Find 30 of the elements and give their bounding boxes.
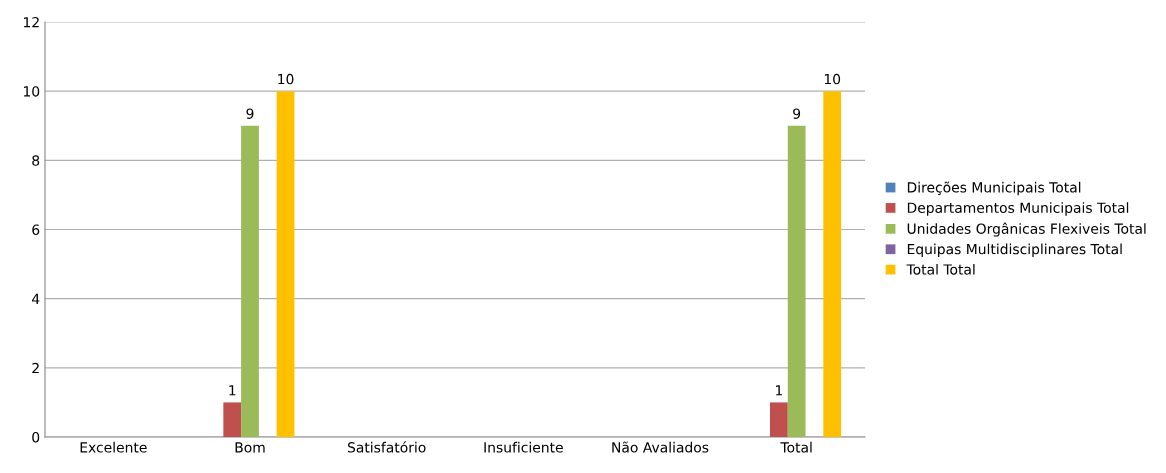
bar [223,402,242,437]
data-label: 10 [824,73,841,85]
y-tick-label: 10 [23,86,40,97]
x-tick-label: Total [780,441,812,453]
x-tick-label: Satisfatório [347,441,426,453]
y-tick-label: 6 [32,224,40,235]
legend-label: Equipas Multidisciplinares Total [907,243,1122,257]
bar [823,91,842,437]
legend-label: Direções Municipais Total [907,181,1081,196]
data-label: 1 [229,385,236,396]
data-label: 10 [278,73,294,85]
y-tick-label: 0 [32,431,40,443]
y-tick-label: 2 [32,362,39,374]
x-tick-label: Insuficiente [484,441,563,453]
bar [770,402,788,437]
y-tick-label: 12 [23,16,39,28]
legend-label: Unidades Orgânicas Flexiveis Total [907,222,1146,237]
bar [241,125,259,437]
legend-label: Departamentos Municipais Total [907,202,1129,216]
bar [276,91,295,437]
y-tick-label: 4 [31,293,40,304]
y-tick-label: 8 [32,155,40,166]
x-tick-label: Excelente [80,441,147,453]
data-label: 1 [776,385,783,396]
data-label: 9 [793,108,801,119]
data-label: 9 [246,108,254,119]
bar [787,125,806,437]
x-tick-label: Bom [235,442,265,453]
x-tick-label: Não Avaliados [612,441,709,453]
legend-label: Total Total [906,263,975,275]
